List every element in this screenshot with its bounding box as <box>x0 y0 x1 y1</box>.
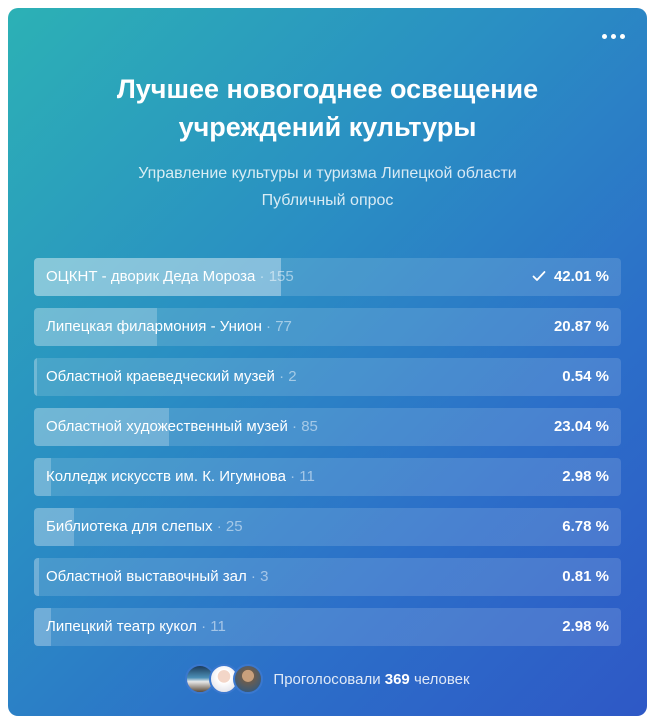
voted-count-text[interactable]: Проголосовали 369 человек <box>273 671 469 688</box>
poll-option-text: Липецкий театр кукол · 11 <box>46 608 226 646</box>
poll-option-label: Колледж искусств им. К. Игумнова <box>46 468 286 485</box>
poll-option-percent: 20.87 % <box>554 308 609 346</box>
poll-option-percent-value: 20.87 % <box>553 318 609 335</box>
poll-option-text: ОЦКНТ - дворик Деда Мороза · 155 <box>46 258 294 296</box>
poll-option-percent: 0.81 % <box>562 558 609 596</box>
poll-option-percent-value: 23.04 % <box>553 418 609 435</box>
poll-option-bar <box>34 458 52 496</box>
poll-option-bar <box>34 608 52 646</box>
poll-option-votes: · 11 <box>201 618 226 635</box>
poll-option-label: Липецкий театр кукол <box>46 618 197 635</box>
poll-option[interactable]: Липецкая филармония - Унион · 77 20.87 % <box>34 308 621 346</box>
poll-option-label: Областной краеведческий музей <box>46 368 275 385</box>
voted-count: 369 <box>384 670 410 688</box>
poll-option-votes: · 2 <box>279 368 297 385</box>
poll-card: Лучшее новогоднее освещение учреждений к… <box>8 8 647 716</box>
poll-option-votes: · 155 <box>259 268 294 285</box>
poll-option-text: Областной краеведческий музей · 2 <box>46 358 297 396</box>
voted-prefix: Проголосовали <box>273 670 381 688</box>
poll-option-text: Областной художественный музей · 85 <box>46 408 318 446</box>
poll-type: Публичный опрос <box>261 192 394 209</box>
poll-option-text: Областной выставочный зал · 3 <box>46 558 268 596</box>
poll-option-bar <box>34 358 38 396</box>
poll-option-votes: · 77 <box>266 318 292 335</box>
poll-option[interactable]: ОЦКНТ - дворик Деда Мороза · 155 42.01 % <box>34 258 621 296</box>
poll-option-votes: · 25 <box>216 518 243 535</box>
poll-option-votes: · 11 <box>290 468 315 485</box>
poll-option-text: Колледж искусств им. К. Игумнова · 11 <box>46 458 315 496</box>
checkmark-icon <box>532 270 546 281</box>
poll-option[interactable]: Областной краеведческий музей · 2 0.54 % <box>34 358 621 396</box>
poll-option[interactable]: Областной выставочный зал · 3 0.81 % <box>34 558 621 596</box>
poll-option[interactable]: Колледж искусств им. К. Игумнова · 11 2.9… <box>34 458 621 496</box>
poll-title: Лучшее новогоднее освещение учреждений к… <box>8 70 647 146</box>
poll-footer: Проголосовали 369 человек <box>8 664 647 694</box>
poll-options: ОЦКНТ - дворик Деда Мороза · 155 42.01 % Л… <box>34 258 621 658</box>
poll-option[interactable]: Библиотека для слепых · 25 6.78 % <box>34 508 621 546</box>
poll-option-label: Областной художественный музей <box>46 418 288 435</box>
menu-dot <box>602 34 607 39</box>
poll-option-percent-value: 6.78 % <box>562 518 609 535</box>
poll-option-label: Библиотека для слепых <box>46 518 213 535</box>
poll-author[interactable]: Управление культуры и туризма Липецкой о… <box>138 165 517 182</box>
poll-option-percent: 6.78 % <box>562 508 609 546</box>
voted-suffix: человек <box>413 670 470 688</box>
poll-option-text: Липецкая филармония - Унион · 77 <box>46 308 292 346</box>
poll-option-percent: 0.54 % <box>562 358 609 396</box>
poll-option[interactable]: Липецкий театр кукол · 11 2.98 % <box>34 608 621 646</box>
poll-option[interactable]: Областной художественный музей · 85 23.04… <box>34 408 621 446</box>
poll-option-percent: 2.98 % <box>562 608 609 646</box>
poll-option-votes: · 3 <box>250 568 269 585</box>
poll-option-percent: 42.01 % <box>532 258 609 296</box>
voter-avatars[interactable] <box>185 664 264 694</box>
poll-option-bar <box>34 508 74 546</box>
poll-option-percent-value: 2.98 % <box>562 618 609 635</box>
poll-title-line2: учреждений культуры <box>178 112 477 142</box>
poll-option-percent-value: 0.81 % <box>562 568 609 585</box>
poll-option-percent-value: 42.01 % <box>553 268 609 285</box>
poll-option-bar <box>34 258 281 296</box>
poll-option-label: ОЦКНТ - дворик Деда Мороза <box>46 268 256 285</box>
poll-option-label: Областной выставочный зал <box>46 568 247 585</box>
poll-title-line1: Лучшее новогоднее освещение <box>116 74 539 104</box>
poll-option-percent: 23.04 % <box>554 408 609 446</box>
poll-option-bar <box>34 308 157 346</box>
avatar <box>233 664 264 694</box>
poll-option-label: Липецкая филармония - Унион <box>46 318 262 335</box>
menu-dot <box>620 34 625 39</box>
poll-option-percent-value: 0.54 % <box>562 368 609 385</box>
poll-option-votes: · 85 <box>292 418 318 435</box>
more-options-icon[interactable] <box>602 34 625 39</box>
poll-option-bar <box>34 408 170 446</box>
poll-option-percent: 2.98 % <box>562 458 609 496</box>
poll-option-bar <box>34 558 39 596</box>
poll-option-text: Библиотека для слепых · 25 <box>46 508 243 546</box>
poll-option-percent-value: 2.98 % <box>562 468 609 485</box>
menu-dot <box>611 34 616 39</box>
